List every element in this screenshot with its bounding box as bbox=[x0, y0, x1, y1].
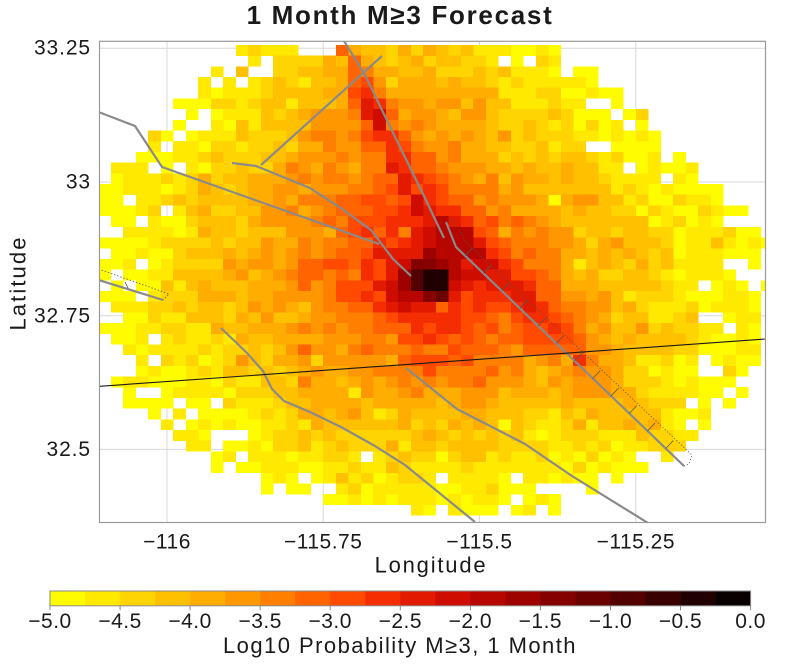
svg-text:−2.0: −2.0 bbox=[449, 610, 492, 633]
svg-text:−4.0: −4.0 bbox=[168, 610, 211, 633]
svg-text:−3.0: −3.0 bbox=[308, 610, 351, 633]
svg-text:32.5: 32.5 bbox=[47, 438, 91, 461]
svg-text:−115.75: −115.75 bbox=[284, 531, 362, 554]
svg-text:Longitude: Longitude bbox=[375, 553, 488, 578]
svg-text:−4.5: −4.5 bbox=[98, 610, 141, 633]
svg-text:Log10 Probability M≥3, 1 Month: Log10 Probability M≥3, 1 Month bbox=[223, 633, 577, 658]
svg-text:Latitude: Latitude bbox=[6, 235, 31, 330]
svg-text:0.0: 0.0 bbox=[735, 610, 766, 633]
svg-text:−2.5: −2.5 bbox=[379, 610, 422, 633]
svg-text:−1.5: −1.5 bbox=[519, 610, 562, 633]
svg-text:1 Month M≥3 Forecast: 1 Month M≥3 Forecast bbox=[247, 0, 554, 30]
svg-text:−0.5: −0.5 bbox=[659, 610, 702, 633]
svg-text:−1.0: −1.0 bbox=[589, 610, 632, 633]
svg-text:33: 33 bbox=[66, 171, 91, 194]
svg-text:33.25: 33.25 bbox=[34, 37, 91, 60]
svg-text:−115.25: −115.25 bbox=[597, 531, 675, 554]
svg-text:−115.5: −115.5 bbox=[446, 531, 512, 554]
svg-text:−3.5: −3.5 bbox=[238, 610, 281, 633]
svg-text:−5.0: −5.0 bbox=[28, 610, 71, 633]
svg-text:32.75: 32.75 bbox=[34, 304, 91, 327]
svg-text:−116: −116 bbox=[143, 531, 191, 554]
